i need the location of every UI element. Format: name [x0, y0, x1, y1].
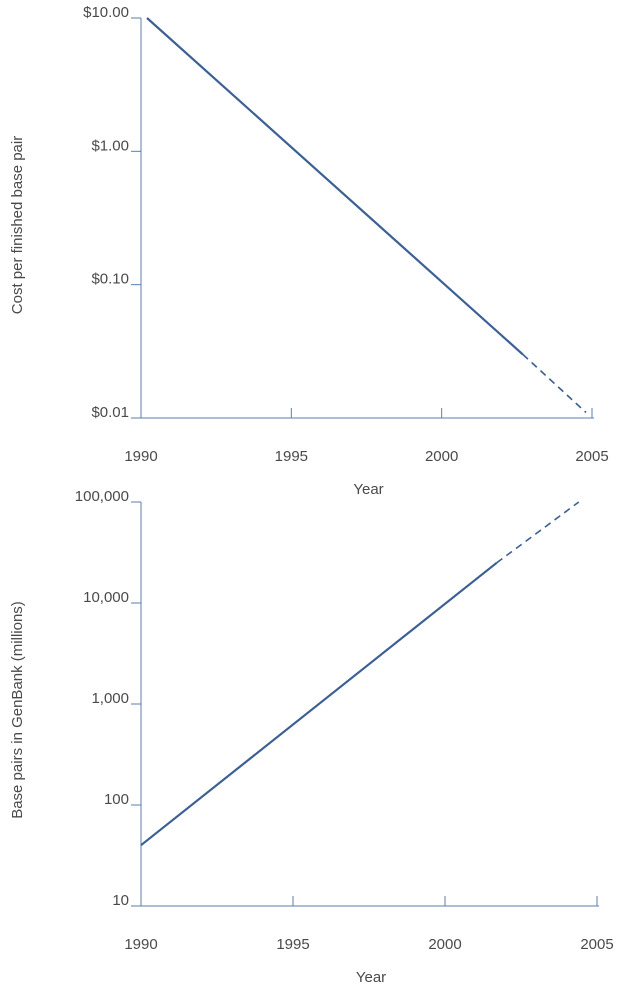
x-axis-title: Year [353, 481, 383, 498]
x-tick-label: 2000 [425, 448, 458, 465]
x-tick-label: 1995 [275, 448, 308, 465]
x-tick-label: 1990 [124, 936, 157, 953]
chart-2: 100,000 10,000 1,000 100 10 1990 1995 2000 2005 Y… [9, 488, 614, 986]
projection-line-dashed [522, 353, 587, 414]
y-axis-title: Cost per finished base pair [9, 136, 26, 314]
y-tick-label: $1.00 [91, 137, 129, 154]
chart-1: $10.00 $1.00 $0.10 $0.01 1990 1995 2000 2005 Yea… [9, 4, 609, 498]
x-tick-label: 2005 [580, 936, 613, 953]
y-tick-label: $0.01 [91, 404, 129, 421]
y-tick-label: $10.00 [83, 4, 129, 21]
y-tick-label: $0.10 [91, 271, 129, 288]
data-line [140, 561, 498, 847]
data-line [146, 17, 524, 356]
projection-line-dashed [496, 501, 580, 564]
y-axis-title: Base pairs in GenBank (millions) [9, 601, 26, 819]
x-tick-label: 1995 [276, 936, 309, 953]
y-tick-label: 10,000 [83, 589, 129, 606]
y-tick-label: 10 [112, 892, 129, 909]
x-axis-title: Year [356, 969, 386, 986]
y-tick-label: 100 [104, 791, 129, 808]
y-tick-label: 100,000 [75, 488, 129, 505]
x-tick-label: 2000 [428, 936, 461, 953]
y-tick-label: 1,000 [91, 690, 129, 707]
x-tick-label: 1990 [124, 448, 157, 465]
x-tick-label: 2005 [575, 448, 608, 465]
